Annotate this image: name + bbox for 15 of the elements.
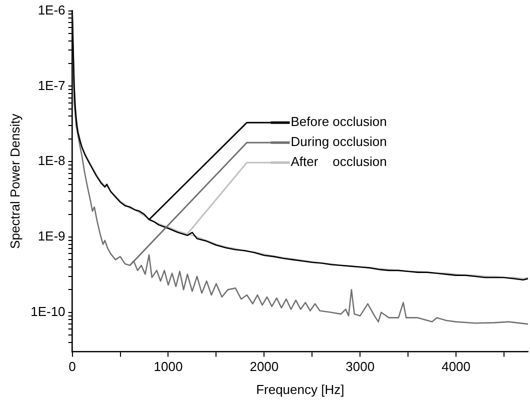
y-tick-label: 1E-9 (38, 228, 66, 244)
x-tick-label: 3000 (346, 359, 375, 374)
x-axis-title: Frequency [Hz] (256, 382, 344, 397)
x-tick-label: 1000 (154, 359, 183, 374)
legend-label: During occlusion (290, 134, 387, 150)
legend-label: After occlusion (290, 154, 387, 170)
y-tick-label: 1E-10 (30, 304, 66, 319)
x-tick-label: 0 (68, 359, 76, 374)
x-tick-label: 4000 (442, 359, 471, 374)
x-tick-label: 2000 (250, 359, 279, 374)
legend-label: Before occlusion (290, 114, 387, 130)
y-tick-label: 1E-7 (38, 78, 66, 93)
y-axis-title: Spectral Power Density (7, 113, 22, 249)
y-tick-label: 1E-8 (38, 153, 66, 168)
y-tick-label: 1E-6 (38, 2, 66, 18)
